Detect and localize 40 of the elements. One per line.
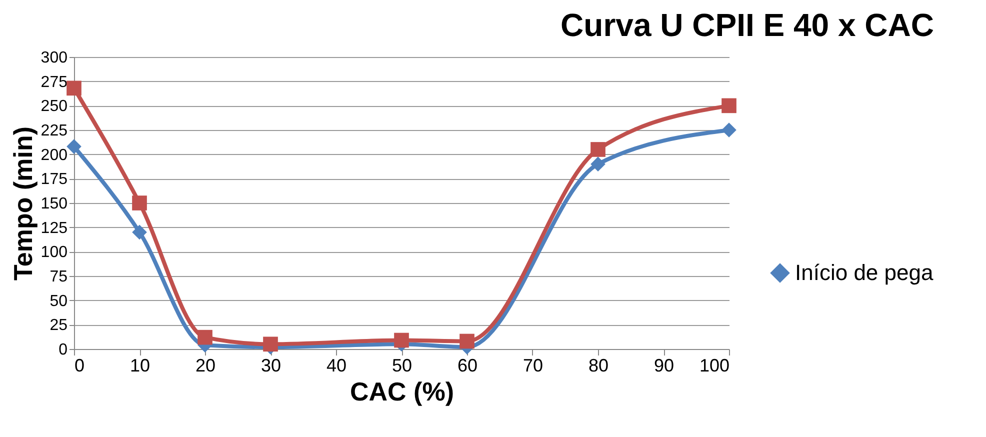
y-tick-label: 25: [50, 317, 68, 334]
x-tick-label: 100: [699, 356, 730, 376]
point: [394, 332, 409, 348]
y-tick-label: 175: [40, 171, 68, 188]
point: [198, 330, 212, 345]
y-tick-label: 275: [40, 74, 68, 91]
x-tick-label: 60: [457, 356, 478, 376]
y-tick-label: 125: [40, 220, 68, 237]
x-tick-label: 30: [260, 356, 282, 376]
point: [66, 80, 82, 96]
point: [722, 98, 736, 114]
x-axis-title: CAC (%): [350, 376, 454, 406]
y-axis-title: Tempo (min): [8, 126, 38, 281]
y-tick-label: 250: [40, 98, 68, 116]
point: [722, 122, 736, 138]
point: [460, 334, 474, 349]
x-tick-label: 40: [326, 356, 347, 376]
y-tick-label: 300: [40, 50, 68, 66]
point: [590, 142, 606, 157]
point: [66, 139, 82, 154]
point: [590, 156, 606, 172]
y-tick-label: 225: [40, 122, 68, 140]
y-tick-label: 150: [40, 196, 68, 212]
x-tick-label: 80: [588, 356, 609, 376]
point: [132, 196, 147, 210]
point: [132, 224, 147, 240]
x-tick-label: 10: [130, 356, 150, 376]
x-tick-label: 20: [195, 356, 216, 376]
y-tick-label: 0: [58, 342, 68, 358]
y-tick-label: 75: [50, 268, 68, 286]
y-tick-label: 100: [40, 244, 68, 262]
x-tick-label: 0: [74, 356, 85, 376]
point: [263, 336, 278, 352]
x-tick-label: 50: [392, 356, 412, 376]
x-tick-label: 70: [522, 356, 544, 376]
legend-label: Início de pega: [795, 260, 934, 285]
y-tick-label: 50: [50, 292, 68, 310]
y-tick-label: 200: [40, 146, 68, 164]
chart-title: Curva U CPII E 40 x CAC: [560, 7, 934, 43]
x-tick-label: 90: [654, 356, 674, 376]
